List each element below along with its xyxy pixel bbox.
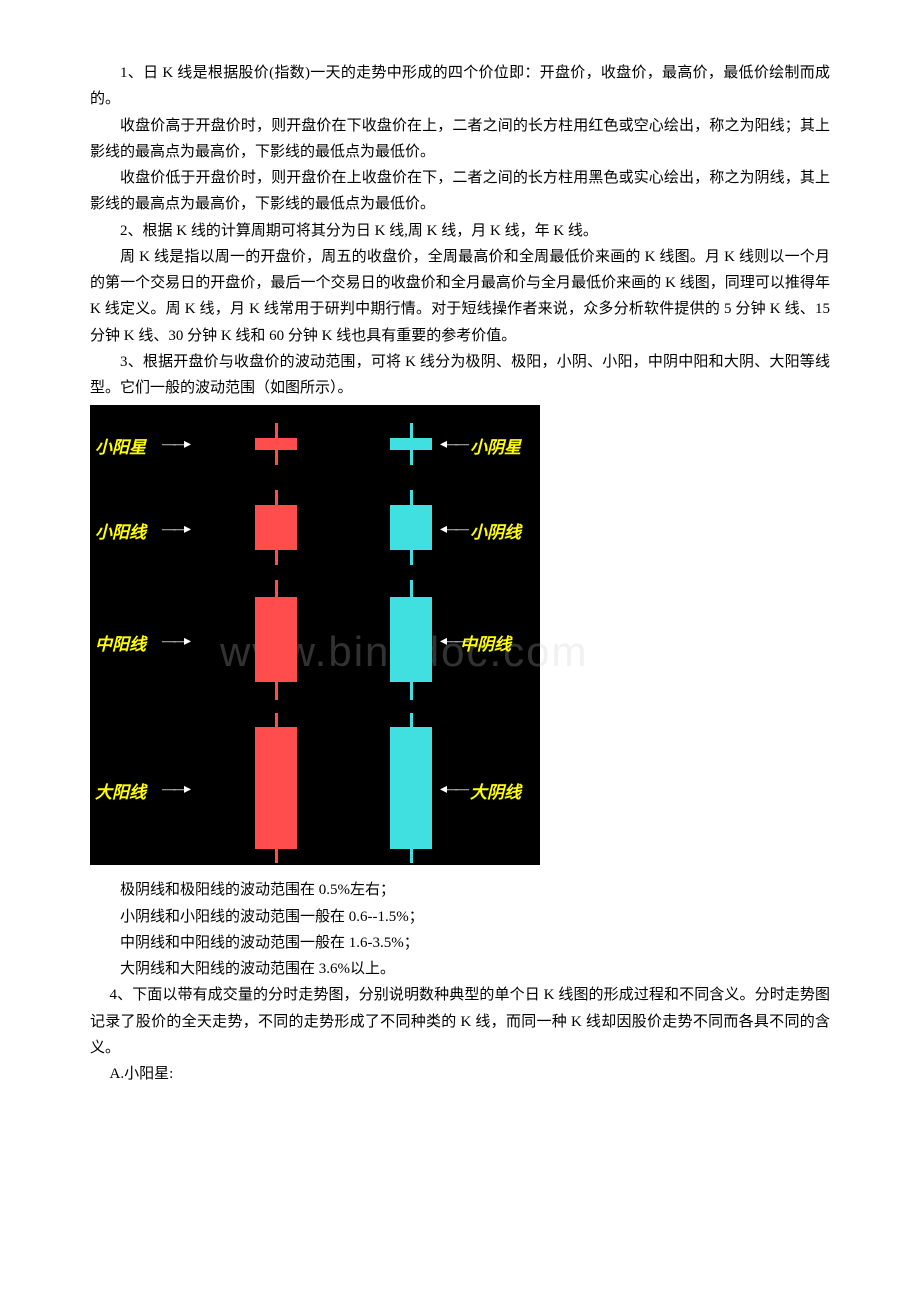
para-5: 周 K 线是指以周一的开盘价，周五的收盘价，全周最高价和全周最低价来画的 K 线… — [90, 244, 830, 349]
candle-body — [390, 727, 432, 849]
para-8: 小阴线和小阳线的波动范围一般在 0.6--1.5%； — [90, 904, 830, 930]
para-2: 收盘价高于开盘价时，则开盘价在下收盘价在上，二者之间的长方柱用红色或空心绘出，称… — [90, 113, 830, 166]
para-10: 大阴线和大阳线的波动范围在 3.6%以上。 — [90, 956, 830, 982]
candle-label: 小阴星 — [470, 433, 521, 463]
candle-label: 小阴线 — [470, 518, 521, 548]
arrow-icon: ◂—— — [440, 630, 466, 655]
candle-body — [255, 727, 297, 849]
para-6: 3、根据开盘价与收盘价的波动范围，可将 K 线分为极阴、极阳，小阴、小阳，中阴中… — [90, 349, 830, 402]
candle-body — [390, 438, 432, 450]
arrow-icon: ◂—— — [440, 518, 466, 543]
para-3: 收盘价低于开盘价时，则开盘价在上收盘价在下，二者之间的长方柱用黑色或实心绘出，称… — [90, 165, 830, 218]
para-11: 4、下面以带有成交量的分时走势图，分别说明数种典型的单个日 K 线图的形成过程和… — [90, 982, 830, 1061]
para-9: 中阴线和中阳线的波动范围一般在 1.6-3.5%； — [90, 930, 830, 956]
candle-label: 大阳线 — [95, 778, 146, 808]
arrow-icon: ——▸ — [162, 518, 188, 543]
para-4: 2、根据 K 线的计算周期可将其分为日 K 线,周 K 线，月 K 线，年 K … — [90, 218, 830, 244]
arrow-icon: ——▸ — [162, 630, 188, 655]
kline-diagram: www.bingdoc.com 小阳星——▸小阴星◂——小阳线——▸小阴线◂——… — [90, 405, 540, 865]
candle-body — [255, 597, 297, 682]
candle-label: 大阴线 — [470, 778, 521, 808]
arrow-icon: ——▸ — [162, 778, 188, 803]
arrow-icon: ◂—— — [440, 433, 466, 458]
candle-body — [255, 505, 297, 550]
arrow-icon: ◂—— — [440, 778, 466, 803]
candle-label: 中阳线 — [95, 630, 146, 660]
candle-label: 中阴线 — [460, 630, 511, 660]
para-1: 1、日 K 线是根据股价(指数)一天的走势中形成的四个价位即：开盘价，收盘价，最… — [90, 60, 830, 113]
arrow-icon: ——▸ — [162, 433, 188, 458]
para-7: 极阴线和极阳线的波动范围在 0.5%左右； — [90, 877, 830, 903]
candle-body — [390, 597, 432, 682]
candle-body — [390, 505, 432, 550]
candle-body — [255, 438, 297, 450]
para-12: A.小阳星: — [90, 1061, 830, 1087]
candle-label: 小阳星 — [95, 433, 146, 463]
candle-label: 小阳线 — [95, 518, 146, 548]
